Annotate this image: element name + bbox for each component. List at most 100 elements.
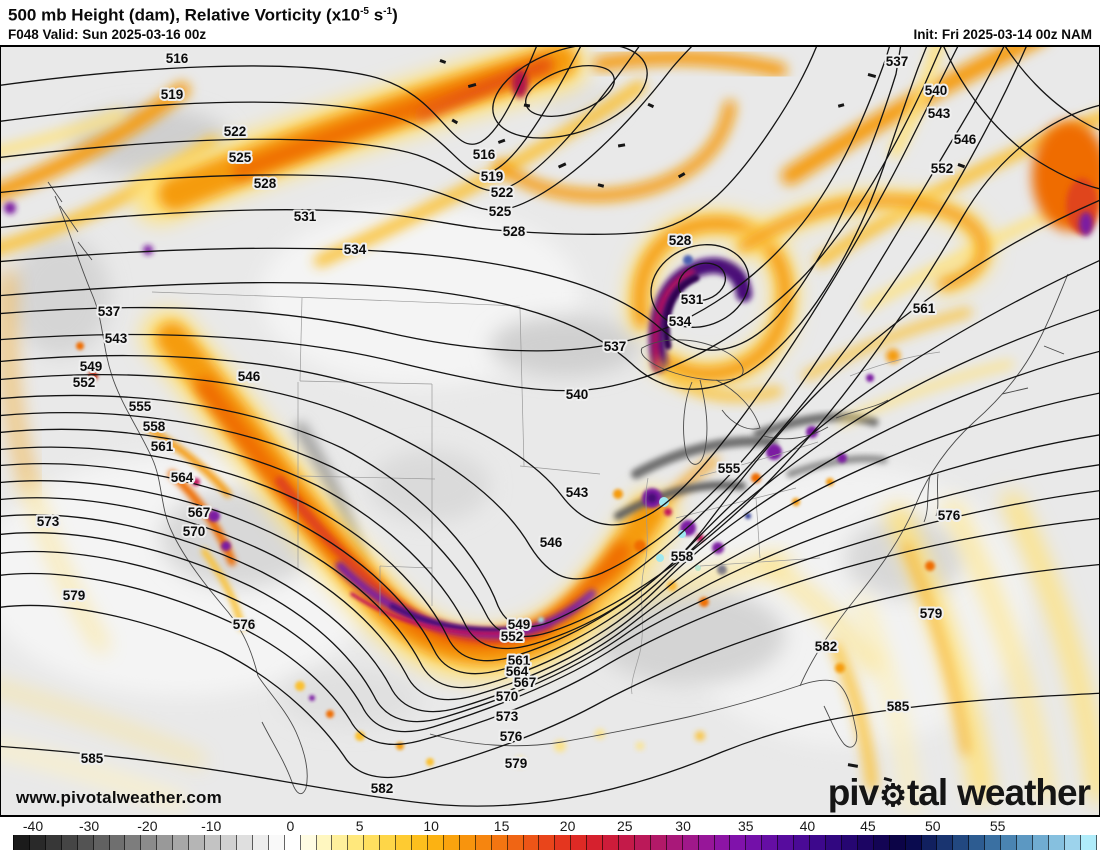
colorbar-cell [220, 835, 237, 850]
colorbar-cell [603, 835, 620, 850]
colorbar-cell [523, 835, 540, 850]
contour-label: 579 [505, 756, 528, 771]
colorbar-cell [587, 835, 604, 850]
colorbar-cell [1001, 835, 1018, 850]
colorbar-cell [762, 835, 779, 850]
colorbar-cell [507, 835, 524, 850]
colorbar-cell [571, 835, 588, 850]
contour-label: 549 [508, 617, 531, 632]
contour-label: 567 [514, 675, 537, 690]
contour-label: 522 [224, 124, 247, 139]
colorbar-cell [141, 835, 158, 850]
colorbar-cell [746, 835, 763, 850]
colorbar-cell [953, 835, 970, 850]
colorbar-cell [348, 835, 365, 850]
colorbar-cell [619, 835, 635, 850]
colorbar-cell [173, 835, 190, 850]
colorbar-tick: 40 [799, 818, 816, 834]
colorbar-tick: 5 [355, 818, 364, 834]
colorbar-tick: 15 [493, 818, 510, 834]
contour-label: 558 [143, 419, 166, 434]
colorbar-tick: 0 [286, 818, 295, 834]
contour-label: 570 [183, 524, 206, 539]
contour-label: 528 [503, 224, 526, 239]
contour-label: 555 [718, 461, 741, 476]
contour-label: 576 [500, 729, 523, 744]
contour-label: 561 [508, 653, 531, 668]
contour-label: 564 [171, 470, 194, 485]
contour-label: 582 [815, 639, 838, 654]
map-canvas: 5165195225255285315345165195225255285285… [0, 46, 1100, 816]
contour-label: 585 [81, 751, 104, 766]
colorbar-cell [841, 835, 858, 850]
colorbar-cell [45, 835, 62, 850]
colorbar-cell [555, 835, 572, 850]
contour-label: 552 [73, 375, 96, 390]
contour-label: 522 [491, 185, 514, 200]
colorbar-cell [826, 835, 842, 850]
colorbar-cell [109, 835, 126, 850]
colorbar-cell [921, 835, 938, 850]
contour-label: 537 [604, 339, 627, 354]
contour-label: 537 [98, 304, 121, 319]
colorbar-tick-labels: -40 -30 -20 -10 0 5 10 15 20 25 30 35 40 45 50 55 [0, 817, 1100, 835]
island-specks [439, 59, 966, 782]
colorbar-cell [682, 835, 699, 850]
colorbar-cell [205, 835, 221, 850]
colorbar-cell [236, 835, 253, 850]
colorbar-cell [905, 835, 922, 850]
contour-label: 582 [371, 781, 394, 796]
colorbar-tick: -30 [78, 818, 100, 834]
colorbar-tick: 55 [989, 818, 1006, 834]
colorbar-cell [698, 835, 715, 850]
contour-label: 546 [540, 535, 563, 550]
contour-label: 516 [473, 147, 496, 162]
pivotal-weather-logo: piv ⚙ tal weather [827, 772, 1091, 813]
colorbar-cell [1048, 835, 1065, 850]
colorbar-tick: 25 [617, 818, 633, 834]
colorbar-cell [539, 835, 556, 850]
colorbar-cell [13, 835, 30, 850]
vorticity-neutral-patches [0, 84, 1030, 746]
contour-label: 585 [887, 699, 910, 714]
colorbar-cell [634, 835, 651, 850]
colorbar-tick: 10 [423, 818, 439, 834]
colorbar-cell [284, 835, 301, 850]
colorbar [13, 835, 1097, 850]
init-time-label: Init: Fri 2025-03-14 00z NAM [913, 26, 1092, 42]
colorbar-cell [666, 835, 683, 850]
contour-label: 543 [928, 106, 951, 121]
geography-borders [47, 59, 1069, 795]
contour-label: 519 [481, 169, 504, 184]
contour-label: 531 [294, 209, 317, 224]
colorbar-tick: 45 [860, 818, 876, 834]
contour-label: 531 [681, 292, 704, 307]
colorbar-cell [1080, 835, 1097, 850]
colorbar-cell [412, 835, 428, 850]
colorbar-cell [491, 835, 508, 850]
height-contours [0, 46, 1100, 807]
contour-label: 555 [129, 399, 152, 414]
contour-label: 519 [161, 87, 184, 102]
colorbar-cell [189, 835, 206, 850]
contour-label: 561 [151, 439, 174, 454]
colorbar-cell [794, 835, 811, 850]
colorbar-cell [650, 835, 667, 850]
contour-label: 543 [105, 331, 128, 346]
colorbar-cell [459, 835, 476, 850]
watermark: www.pivotalweather.com [16, 788, 222, 807]
colorbar-cell [300, 835, 317, 850]
contour-label: 558 [671, 549, 694, 564]
contour-label: 540 [925, 83, 948, 98]
colorbar-cell [1033, 835, 1049, 850]
colorbar-cell [937, 835, 954, 850]
contour-label: 534 [669, 314, 692, 329]
colorbar-cell [1017, 835, 1033, 850]
colorbar-tick: 50 [925, 818, 941, 834]
colorbar-cell [61, 835, 78, 850]
contour-label: 528 [254, 176, 277, 191]
contour-label: 567 [188, 505, 211, 520]
colorbar-cell [380, 835, 397, 850]
colorbar-cell [157, 835, 174, 850]
